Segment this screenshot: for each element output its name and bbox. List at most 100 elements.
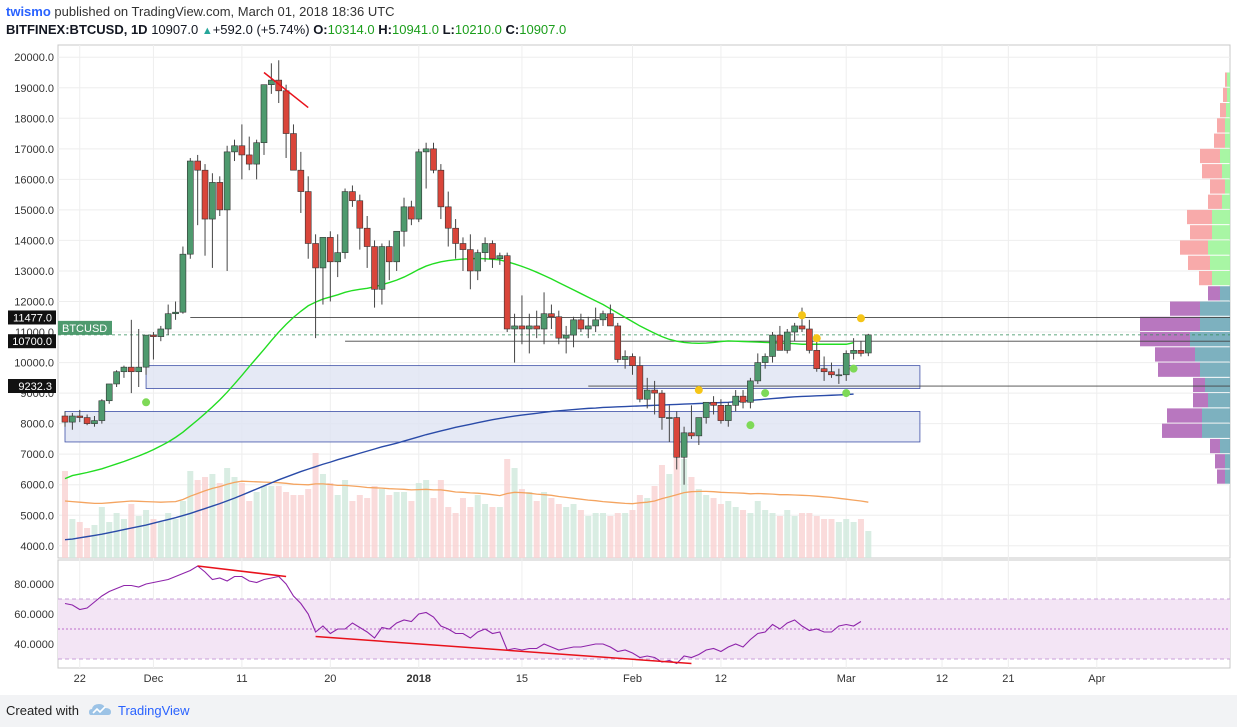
chart-header: twismo published on TradingView.com, Mar… [0,0,1237,44]
volume-bar [636,495,643,558]
volume-profile-down-bar [1188,255,1210,270]
volume-profile-up-bar [1200,362,1230,377]
candle-up [334,252,341,263]
published-text: published on TradingView.com, March 01, … [54,4,395,19]
price-level-tag [8,334,56,349]
candle-down [533,325,540,330]
volume-profile-down-bar [1193,377,1205,393]
candle-down [806,328,813,351]
volume-bar [776,516,783,558]
high-value: 10941.0 [391,22,439,37]
candle-up [172,311,179,315]
rsi-tick-label: 80.0000 [14,579,54,591]
volume-profile-down-bar [1210,179,1225,194]
volume-bar [157,522,164,558]
volume-profile-down-bar [1215,454,1225,469]
candle-down [216,182,224,211]
price-chart[interactable]: 20000.0 19000.0 18000.0 17000.0 16000.0 15000… [0,40,1237,695]
volume-bar [754,501,761,558]
volume-profile-down-bar [1208,194,1222,209]
up-arrow-icon: ▲ [201,25,213,37]
candle-up [260,84,268,144]
volume-bar [349,501,356,558]
volume-profile-up-bar [1222,164,1230,179]
volume-bar [290,495,297,558]
volume-bar [725,501,732,558]
candle-up [732,395,739,406]
candle-down [776,334,784,351]
close-value: 10907.0 [519,22,567,37]
symbol-name[interactable]: BITFINEX:BTCUSD, 1D [6,22,148,37]
candle-down [459,243,467,250]
green-marker [842,389,851,398]
candle-up [702,401,710,418]
symbol-line: BITFINEX:BTCUSD, 1D 10907.0 ▲+592.0 (+5.… [6,22,566,37]
candle-up [113,371,120,385]
volume-profile-up-bar [1225,469,1230,484]
volume-profile-up-bar [1200,301,1230,316]
volume-bar [740,510,747,558]
time-tick-label: 12 [715,673,727,685]
green-marker [761,389,770,398]
candle-up [142,334,150,368]
volume-profile-up-bar [1222,194,1230,209]
candle-down [76,415,84,418]
symbol-tag-label: BTCUSD [62,323,107,335]
price-level-tag-label: 11477.0 [13,312,52,324]
candle-down [290,133,297,171]
volume-profile-up-bar [1225,133,1230,148]
green-marker [746,421,755,430]
candle-up [835,374,843,377]
volume-profile-down-bar [1210,438,1220,454]
candle-up [135,366,142,373]
candle-down [150,334,157,337]
candle-up [98,400,106,421]
sma-green-line [64,257,854,480]
volume-bar [622,513,629,558]
candle-down [83,417,91,424]
candle-down [673,417,681,458]
volume-bar [165,513,172,558]
candle-down [658,392,666,418]
candle-up [105,383,113,402]
candle-down [61,415,69,423]
volume-bar [673,450,680,558]
volume-bar [459,498,466,558]
volume-bar [600,513,607,558]
candle-down [629,356,636,366]
candle-down [363,227,371,247]
volume-bar [717,504,724,558]
volume-bar [120,519,127,558]
candle-up [666,417,673,419]
volume-bar [378,489,385,558]
volume-profile-down-bar [1187,209,1212,225]
volume-bar [504,459,511,558]
volume-bar [541,492,548,558]
candle-down [739,395,747,403]
volume-bar [371,486,378,558]
volume-bar [364,498,371,558]
candle-down [356,200,364,229]
candle-up [120,366,128,373]
volume-bar [681,459,688,558]
volume-bar [430,498,437,558]
volume-bar [209,474,216,558]
price-trendline [263,71,309,109]
volume-bar [202,477,209,558]
rsi-tick-label: 40.0000 [14,639,54,651]
time-axis: 22 Dec 11 20 2018 15 Feb 12 Mar 12 21 Apr [74,673,1106,685]
volume-bar [246,501,253,558]
candle-up [69,415,76,423]
candle-up [570,319,577,336]
price-tick-label: 20000.0 [14,52,54,64]
volume-bar [799,513,805,558]
tradingview-link[interactable]: TradingView [118,703,190,718]
candle-down [636,365,644,400]
candle-down [312,243,319,269]
volume-bar [408,501,415,558]
volume-bar [658,465,665,558]
author-link[interactable]: twismo [6,4,51,19]
candle-down [194,160,201,171]
volume-bar [62,471,68,558]
volume-bar [172,519,179,558]
